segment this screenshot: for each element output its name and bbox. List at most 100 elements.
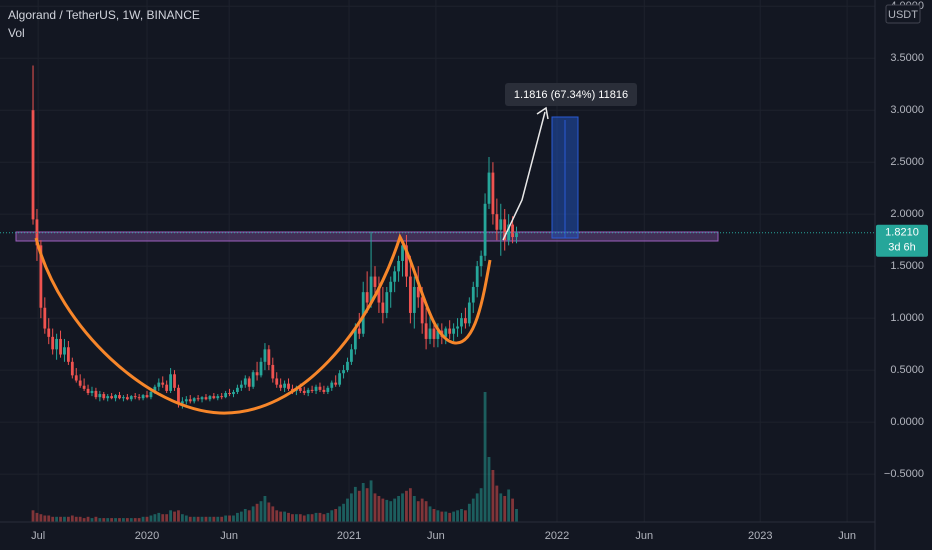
volume-bar xyxy=(129,518,133,522)
volume-bar xyxy=(39,514,43,522)
candle-body xyxy=(169,374,172,391)
candle-body xyxy=(153,386,157,392)
volume-bar xyxy=(436,510,440,522)
volume-bar xyxy=(196,516,200,522)
candle-body xyxy=(212,396,216,399)
volume-bar xyxy=(212,516,216,522)
candle-body xyxy=(287,383,290,389)
volume-bar xyxy=(267,502,271,522)
volume-bar xyxy=(467,503,471,522)
candle-body xyxy=(452,328,456,334)
candle-body xyxy=(192,398,196,402)
volume-bar xyxy=(165,514,169,522)
volume-bar xyxy=(365,488,369,522)
volume-bar xyxy=(471,498,475,522)
volume-bar xyxy=(47,515,51,522)
volume-bar xyxy=(283,511,286,522)
candle-body xyxy=(78,380,82,386)
candle-body xyxy=(511,224,514,238)
candle-body xyxy=(161,382,165,385)
volume-bar xyxy=(495,485,499,522)
volume-bar xyxy=(420,498,424,522)
volume-bar xyxy=(397,496,400,522)
volume-bar xyxy=(503,496,507,522)
volume-bar xyxy=(74,516,78,522)
volume-bar xyxy=(298,514,302,522)
volume-bar xyxy=(125,518,129,522)
candle-body xyxy=(456,326,459,329)
volume-bar xyxy=(35,512,39,522)
candle-body xyxy=(255,372,259,376)
volume-bar xyxy=(302,515,306,522)
volume-bar xyxy=(192,516,196,522)
volume-bar xyxy=(342,503,345,522)
candle-body xyxy=(306,389,310,394)
volume-bar xyxy=(326,512,330,522)
volume-bar xyxy=(220,516,224,522)
candle-body xyxy=(228,393,231,395)
y-tick-label: 3.0000 xyxy=(890,104,924,116)
candle-body xyxy=(302,390,306,394)
y-tick-label: 1.5000 xyxy=(890,260,924,272)
volume-bar xyxy=(137,518,141,522)
volume-bar xyxy=(271,506,275,522)
candle-body xyxy=(39,245,43,308)
volume-bar xyxy=(338,506,342,522)
candle-body xyxy=(377,286,381,303)
candle-body xyxy=(208,396,212,400)
volume-bar xyxy=(200,516,204,522)
candle-body xyxy=(86,388,90,394)
volume-bar xyxy=(412,496,416,522)
volume-bar xyxy=(161,514,165,522)
candle-body xyxy=(110,396,114,399)
candle-body xyxy=(216,396,220,399)
volume-bar xyxy=(294,514,298,522)
volume-bar xyxy=(448,512,452,522)
candle-body xyxy=(401,245,404,261)
candle-body xyxy=(338,373,342,385)
volume-bar xyxy=(59,516,62,522)
volume-bar xyxy=(51,516,55,522)
volume-bar xyxy=(118,518,121,522)
candle-body xyxy=(133,396,137,398)
volume-bar xyxy=(106,518,110,522)
volume-bar xyxy=(247,510,251,522)
candle-body xyxy=(322,389,326,392)
volume-bar xyxy=(239,511,243,522)
candle-body xyxy=(200,397,204,400)
countdown-label: 3d 6h xyxy=(888,242,916,254)
candle-body xyxy=(275,378,279,385)
candle-body xyxy=(471,286,475,303)
volume-bar xyxy=(263,496,267,522)
candle-body xyxy=(259,361,263,376)
candle-body xyxy=(483,203,487,256)
y-tick-label: −0.5000 xyxy=(884,468,924,480)
candle-body xyxy=(82,385,86,389)
volume-bar xyxy=(82,518,86,522)
resistance-zone xyxy=(15,231,719,242)
candle-body xyxy=(381,302,385,313)
projection-arrow xyxy=(502,106,549,241)
candle-body xyxy=(122,397,125,399)
volume-bar xyxy=(483,392,487,522)
candle-body xyxy=(220,396,224,398)
volume-bar xyxy=(499,493,503,522)
candle-body xyxy=(507,224,511,241)
volume-bar xyxy=(416,501,420,522)
candle-body xyxy=(267,349,271,365)
volume-bar xyxy=(122,518,125,522)
candle-body xyxy=(444,328,448,337)
volume-bar xyxy=(385,499,389,522)
candle-body xyxy=(487,172,491,204)
candle-body xyxy=(271,364,275,379)
volume-bar xyxy=(90,518,94,522)
volume-bar xyxy=(452,511,456,522)
candle-body xyxy=(263,349,267,362)
volume-bar xyxy=(306,514,310,522)
candle-body xyxy=(55,338,59,350)
candle-body xyxy=(479,255,483,267)
candle-body xyxy=(118,395,121,399)
volume-bar xyxy=(86,516,90,522)
candle-body xyxy=(408,276,412,313)
